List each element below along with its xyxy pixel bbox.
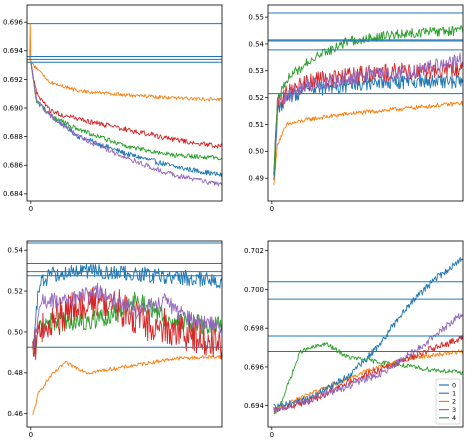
series-line-4	[273, 335, 463, 413]
axes-frame	[267, 4, 464, 202]
y-tick-label: 0.48	[7, 369, 23, 377]
legend-label: 0	[452, 381, 456, 389]
series-line-3	[30, 61, 222, 149]
series-line-1	[32, 354, 222, 415]
y-tick-label: 0.51	[248, 121, 264, 129]
y-tick-label: 0.55	[248, 13, 264, 21]
axes-frame	[267, 240, 464, 428]
y-tick-label: 0.698	[244, 325, 264, 333]
y-tick-label: 0.684	[3, 190, 24, 198]
y-tick-label: 0.696	[244, 363, 265, 371]
y-tick-label: 0.692	[3, 76, 23, 84]
y-tick-label: 0.54	[248, 40, 264, 48]
y-tick-label: 0.688	[3, 133, 23, 141]
y-tick-label: 0.53	[248, 67, 264, 75]
plot-area	[27, 242, 222, 415]
series-line-5	[32, 282, 222, 349]
y-tick-label: 0.690	[3, 104, 23, 112]
x-tick-label: 0	[270, 205, 274, 213]
x-tick-label: 0	[270, 431, 274, 439]
plot-area	[268, 257, 463, 415]
x-tick-label: 0	[29, 205, 33, 213]
y-tick-label: 0.54	[7, 247, 23, 255]
series-line-2	[30, 61, 222, 102]
series-line-4	[273, 52, 463, 175]
y-tick-label: 0.694	[3, 47, 24, 55]
y-tick-label: 0.694	[244, 402, 265, 410]
legend-label: 2	[452, 398, 456, 406]
legend-label: 1	[452, 390, 456, 398]
chart-4: 0.694 0.696 0.698 0.700 0.702 0	[244, 240, 464, 439]
y-tick-label: 0.52	[7, 287, 23, 295]
x-tick-label: 0	[29, 431, 33, 439]
series-line-1	[273, 100, 463, 186]
series-line-5	[273, 313, 463, 413]
chart-2: 0.49 0.50 0.51 0.52 0.53 0.54 0.55 0	[248, 4, 464, 213]
series-line-5	[273, 25, 463, 176]
series-line-3	[273, 62, 463, 174]
y-tick-label: 0.702	[244, 247, 264, 255]
axes-frame	[26, 4, 223, 202]
y-tick-label: 0.696	[3, 19, 24, 27]
series-line-3	[32, 263, 222, 350]
legend-label: 4	[452, 414, 456, 422]
y-tick-label: 0.50	[248, 148, 264, 156]
plot-area	[268, 12, 463, 186]
chart-1: 0.684 0.686 0.688 0.690 0.692 0.694 0.696 0	[3, 4, 223, 213]
y-tick-label: 0.50	[7, 328, 23, 336]
series-line-5	[30, 60, 222, 187]
chart-3: 0.46 0.48 0.50 0.52 0.54 0	[7, 240, 223, 439]
y-tick-label: 0.686	[3, 162, 24, 170]
series-line-4	[30, 61, 222, 161]
y-tick-label: 0.700	[244, 286, 264, 294]
series-line-3	[273, 257, 463, 411]
y-tick-label: 0.49	[248, 175, 264, 183]
series-line-1	[30, 61, 222, 178]
legend-label: 3	[452, 406, 456, 414]
series-line-1	[273, 342, 463, 415]
plot-area	[27, 23, 222, 187]
y-tick-label: 0.52	[248, 94, 264, 102]
y-tick-label: 0.46	[7, 410, 23, 418]
axes-frame	[26, 240, 223, 428]
